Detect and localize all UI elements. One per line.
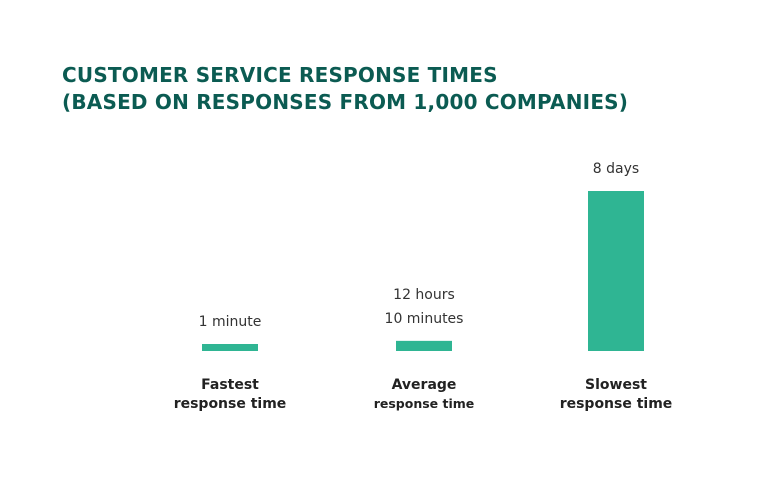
category-label: Fastest xyxy=(201,377,259,393)
chart-subtitle-line: (BASED ON RESPONSES FROM 1,000 COMPANIES… xyxy=(62,90,629,114)
chart-title-line: CUSTOMER SERVICE RESPONSE TIMES xyxy=(62,63,498,87)
category-label: Slowest xyxy=(585,377,647,393)
value-label: 8 days xyxy=(593,161,639,177)
bars-layer xyxy=(202,191,644,351)
category-label: Average xyxy=(392,377,457,393)
bar-1 xyxy=(202,344,258,351)
bar-3 xyxy=(588,191,644,351)
category-sublabel: response time xyxy=(174,396,287,412)
value-label: 1 minute xyxy=(199,314,262,330)
value-label: 12 hours xyxy=(393,287,455,303)
chart-title: CUSTOMER SERVICE RESPONSE TIMES (BASED O… xyxy=(62,62,628,116)
value-labels-layer: 1 minute 12 hours 10 minutes 8 days xyxy=(199,161,640,330)
bar-2 xyxy=(396,340,452,351)
category-labels-layer: Fastest response time Average response time… xyxy=(174,377,673,412)
category-sublabel: response time xyxy=(560,396,673,412)
category-sublabel: response time xyxy=(374,396,475,411)
value-label: 10 minutes xyxy=(385,311,464,327)
